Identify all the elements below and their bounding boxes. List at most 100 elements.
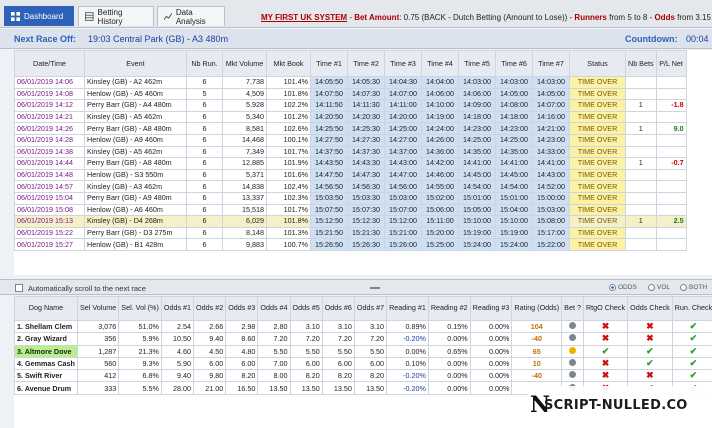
race-col-header[interactable]: Mkt Book	[266, 50, 311, 77]
dog-sel-volume: 412	[76, 369, 120, 383]
radio-vol-dot[interactable]	[648, 284, 655, 291]
race-col-header[interactable]: Time #4	[421, 50, 459, 77]
radio-odds-dot[interactable]	[609, 284, 616, 291]
dog-col-header[interactable]: Rating (Odds)	[511, 296, 563, 321]
race-nb-bets	[625, 168, 657, 182]
dog-col-header[interactable]: Odds #1	[160, 296, 195, 321]
race-row[interactable]: 06/01/2019 14:08 Henlow (GB) - A5 460m 5 4,…	[14, 87, 687, 101]
race-col-header[interactable]: Status	[569, 50, 626, 77]
system-sep: -	[567, 13, 575, 22]
radio-both-dot[interactable]	[680, 284, 687, 291]
dog-col-header[interactable]: Reading #2	[427, 296, 471, 321]
dog-table-panel[interactable]: Dog Name Sel Volume Sel. Vol (%) Odds #1 Odd…	[14, 296, 712, 428]
dog-col-header[interactable]: Sel. Vol (%)	[118, 296, 162, 321]
dog-col-header[interactable]: Reading #3	[469, 296, 513, 321]
dog-table: Dog Name Sel Volume Sel. Vol (%) Odds #1 Odd…	[14, 296, 712, 395]
race-datetime: 06/01/2019 14:08	[14, 87, 85, 101]
race-col-header[interactable]: Time #1	[310, 50, 348, 77]
race-status: TIME OVER	[569, 133, 626, 147]
dog-odds: 2.66	[193, 319, 227, 334]
race-row[interactable]: 06/01/2019 15:04 Perry Barr (GB) - A9 480…	[14, 191, 687, 205]
dog-reading: -0.20%	[386, 381, 429, 395]
race-row[interactable]: 06/01/2019 15:08 Henlow (GB) - A6 460m 6 15…	[14, 203, 687, 217]
radio-odds[interactable]: ODDS	[609, 284, 637, 291]
dog-check: ✔	[671, 356, 712, 371]
dog-col-header[interactable]: Reading #1	[386, 296, 429, 321]
dog-col-header[interactable]: Dog Name	[14, 296, 78, 321]
race-row[interactable]: 06/01/2019 14:28 Henlow (GB) - A9 460m 6 14…	[14, 133, 687, 147]
dog-col-header[interactable]: Bet ?	[561, 296, 584, 321]
race-row[interactable]: 06/01/2019 15:27 Henlow (GB) - B1 428m 6 9,…	[14, 238, 687, 251]
system-sep: -	[647, 13, 655, 22]
race-row[interactable]: 06/01/2019 14:21 Kinsley (GB) - A5 462m 6 5…	[14, 110, 687, 124]
race-row[interactable]: 06/01/2019 14:12 Perry Barr (GB) - A4 480…	[14, 99, 687, 112]
race-col-header[interactable]: Time #7	[532, 50, 570, 77]
race-col-header[interactable]: Event	[84, 50, 187, 77]
race-col-header[interactable]: P/L Net	[655, 50, 687, 77]
chart-icon	[164, 13, 172, 20]
race-row[interactable]: 06/01/2019 14:38 Kinsley (GB) - A5 462m 6 7…	[14, 145, 687, 159]
dog-row[interactable]: 5. Swift River 412 6.8% 9.40 9.80 8.20 8.00 8.2…	[14, 369, 712, 383]
race-row[interactable]: 06/01/2019 14:48 Henlow (GB) - S3 550m 6 5,…	[14, 168, 687, 182]
dog-col-header[interactable]: Odds Check	[627, 296, 673, 321]
race-time: 14:11:30	[347, 99, 385, 112]
radio-both[interactable]: BOTH	[680, 284, 707, 291]
dog-col-header[interactable]: RtgO Check	[582, 296, 629, 321]
race-pl-net	[655, 145, 687, 159]
dog-col-header[interactable]: Odds #7	[353, 296, 388, 321]
dog-col-header[interactable]: Odds #3	[225, 296, 259, 321]
race-col-header[interactable]: Time #6	[495, 50, 533, 77]
race-col-header[interactable]: Mkt Volume	[222, 50, 267, 77]
radio-both-label: BOTH	[689, 284, 708, 291]
dog-odds: 5.50	[289, 344, 323, 358]
odds-label: Odds	[654, 13, 675, 22]
dog-col-header[interactable]: Odds #5	[289, 296, 323, 321]
tab-data-analysis[interactable]: Data Analysis	[157, 6, 225, 26]
race-col-header[interactable]: Time #2	[347, 50, 385, 77]
race-time: 15:07:00	[384, 203, 422, 217]
table-icon	[85, 12, 94, 21]
dog-col-header[interactable]: Odds #2	[193, 296, 227, 321]
dog-reading: 0.00%	[469, 319, 513, 334]
race-row[interactable]: 06/01/2019 15:13 Kinsley (GB) - D4 268m 6 6…	[14, 215, 687, 228]
race-col-header[interactable]: Nb Run.	[186, 50, 223, 77]
radio-vol[interactable]: VOL	[648, 284, 670, 291]
race-col-header[interactable]: Date/Time	[14, 50, 85, 77]
dog-name: 4. Gemmas Cash	[14, 356, 78, 371]
tab-dashboard[interactable]: Dashboard	[4, 6, 74, 26]
dog-col-header[interactable]: Odds #4	[257, 296, 291, 321]
race-time: 14:27:30	[347, 133, 385, 147]
race-row[interactable]: 06/01/2019 14:44 Perry Barr (GB) - A8 480…	[14, 157, 687, 170]
system-title[interactable]: MY FIRST UK SYSTEM	[261, 13, 348, 22]
race-datetime: 06/01/2019 14:12	[14, 99, 85, 112]
dog-odds: 6.00	[321, 356, 355, 371]
race-row[interactable]: 06/01/2019 14:06 Kinsley (GB) - A2 462m 6 7…	[14, 76, 687, 89]
race-row[interactable]: 06/01/2019 14:26 Perry Barr (GB) - A8 480…	[14, 122, 687, 135]
autoscroll-checkbox[interactable]	[15, 284, 23, 292]
watermark-logo: N	[530, 392, 551, 418]
race-runners: 6	[186, 226, 223, 240]
dog-col-header[interactable]: Sel Volume	[76, 296, 120, 321]
tab-betting-history[interactable]: Betting History	[78, 6, 154, 26]
race-col-header[interactable]: Time #5	[458, 50, 496, 77]
race-row[interactable]: 06/01/2019 14:57 Kinsley (GB) - A3 462m 6 1…	[14, 180, 687, 193]
race-table-panel[interactable]: Date/Time Event Nb Run. Mkt Volume Mkt Book T…	[14, 50, 712, 275]
race-time: 15:21:00	[384, 226, 422, 240]
dog-row[interactable]: 2. Gray Wizard 356 5.9% 10.50 9.40 8.60 7.20 7.…	[14, 332, 712, 346]
race-time: 14:41:00	[458, 157, 496, 170]
race-pl-net	[655, 238, 687, 251]
dog-check: ✖	[582, 319, 629, 334]
race-nb-bets	[625, 226, 657, 240]
race-row[interactable]: 06/01/2019 15:22 Perry Barr (GB) - D3 275…	[14, 226, 687, 240]
dog-row[interactable]: 4. Gemmas Cash 560 9.3% 5.90 6.00 6.00 7.00 6.0…	[14, 356, 712, 371]
splitter-grip[interactable]	[370, 287, 380, 289]
race-col-header[interactable]: Nb Bets	[625, 50, 657, 77]
dog-row[interactable]: 1. Shellam Clem 3,076 51.0% 2.54 2.66 2.98 2.8…	[14, 319, 712, 334]
race-time: 14:37:30	[347, 145, 385, 159]
race-col-header[interactable]: Time #3	[384, 50, 422, 77]
dog-col-header[interactable]: Odds #6	[321, 296, 355, 321]
race-market-volume: 12,885	[222, 157, 267, 170]
race-time: 14:27:00	[384, 133, 422, 147]
dog-row[interactable]: 3. Altmore Dove 1,287 21.3% 4.60 4.50 4.80 5.5…	[14, 344, 712, 358]
dog-col-header[interactable]: Run. Check	[671, 296, 712, 321]
